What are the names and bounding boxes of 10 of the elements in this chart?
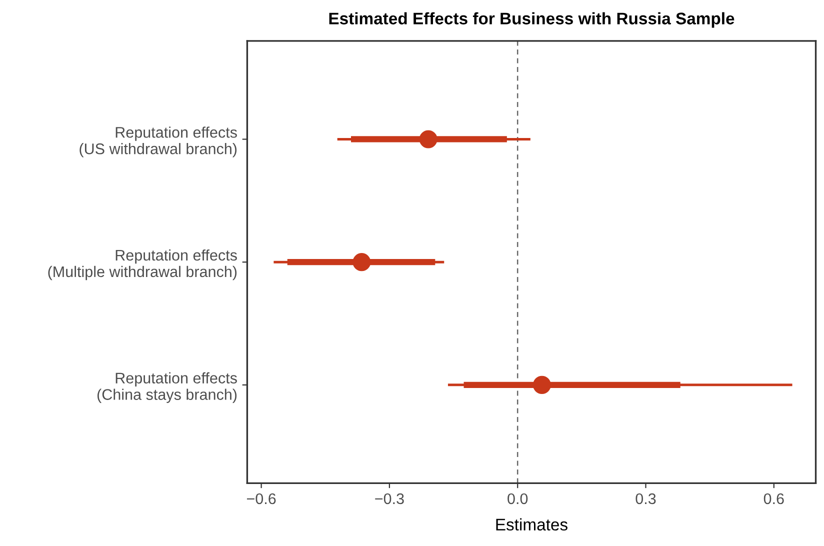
- x-tick-label: 0.3: [636, 493, 656, 504]
- y-tick-label: Reputation effects (Multiple withdrawal branch): [48, 249, 237, 280]
- x-tick-label: 0.0: [508, 493, 528, 504]
- x-tick-label: −0.3: [375, 493, 404, 504]
- x-tick-label: −0.6: [246, 493, 276, 504]
- y-tick-label: Reputation effects (China stays branch): [97, 372, 237, 403]
- chart-title: Estimated Effects for Business with Russia Sample: [329, 12, 734, 28]
- x-axis-title: Estimates: [496, 518, 568, 531]
- x-tick-label: 0.6: [764, 493, 784, 504]
- y-tick-label: Reputation effects (US withdrawal branch): [80, 126, 237, 158]
